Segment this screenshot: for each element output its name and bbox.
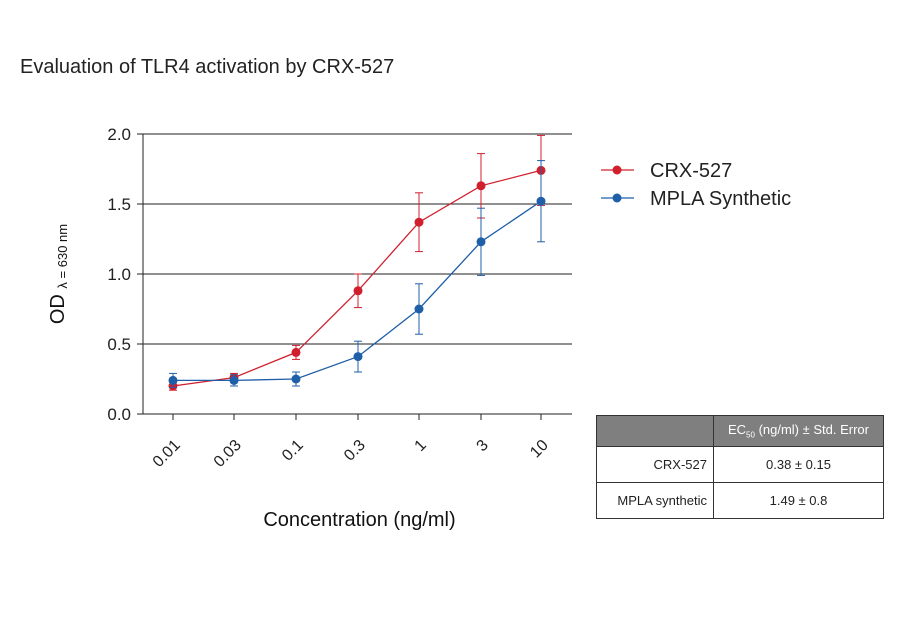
y-tick-label: 0.0 xyxy=(107,405,131,424)
table-header-sub: 50 xyxy=(746,430,755,440)
x-tick-label: 0.01 xyxy=(150,437,184,471)
x-tick-label: 0.03 xyxy=(211,437,245,471)
x-tick-label: 10 xyxy=(527,437,552,462)
y-axis-label: OD λ = 630 nm xyxy=(47,224,70,324)
table-row-label: CRX-527 xyxy=(596,446,714,483)
data-point xyxy=(414,217,424,227)
table-row-value: 0.38 ± 0.15 xyxy=(713,446,884,483)
table-corner-cell xyxy=(596,415,714,447)
legend-marker xyxy=(612,193,622,203)
y-tick-label: 1.5 xyxy=(107,195,131,214)
data-point xyxy=(168,375,178,385)
data-point xyxy=(291,347,301,357)
y-tick-label: 0.5 xyxy=(107,335,131,354)
data-point xyxy=(229,375,239,385)
data-point xyxy=(536,196,546,206)
legend-label: MPLA Synthetic xyxy=(650,188,791,210)
y-tick-label: 2.0 xyxy=(107,125,131,144)
table-row-label: MPLA synthetic xyxy=(596,482,714,519)
table-row: CRX-527 0.38 ± 0.15 xyxy=(596,446,884,483)
x-tick-label: 3 xyxy=(474,437,492,455)
y-tick-label: 1.0 xyxy=(107,265,131,284)
data-point xyxy=(353,352,363,362)
data-point xyxy=(476,237,486,247)
table-header-rest: (ng/ml) ± Std. Error xyxy=(754,422,869,438)
table-header-ec: EC xyxy=(727,422,747,438)
legend-marker xyxy=(612,165,622,175)
table-header-row: EC50 (ng/ml) ± Std. Error xyxy=(596,415,884,447)
data-point xyxy=(414,304,424,314)
chart-title: Evaluation of TLR4 activation by CRX-527 xyxy=(20,56,395,78)
data-point xyxy=(476,181,486,191)
x-axis-label: Concentration (ng/ml) xyxy=(263,509,455,531)
legend-label: CRX-527 xyxy=(650,160,732,182)
x-tick-label: 1 xyxy=(412,437,430,455)
table-header-cell: EC50 (ng/ml) ± Std. Error xyxy=(713,415,884,447)
ec50-table: EC50 (ng/ml) ± Std. Error CRX-527 0.38 ±… xyxy=(596,415,884,519)
table-row: MPLA synthetic 1.49 ± 0.8 xyxy=(596,482,884,519)
data-point xyxy=(291,374,301,384)
data-point xyxy=(353,286,363,296)
table-row-value: 1.49 ± 0.8 xyxy=(713,482,884,519)
x-tick-label: 0.1 xyxy=(279,437,307,465)
x-tick-label: 0.3 xyxy=(341,437,369,465)
